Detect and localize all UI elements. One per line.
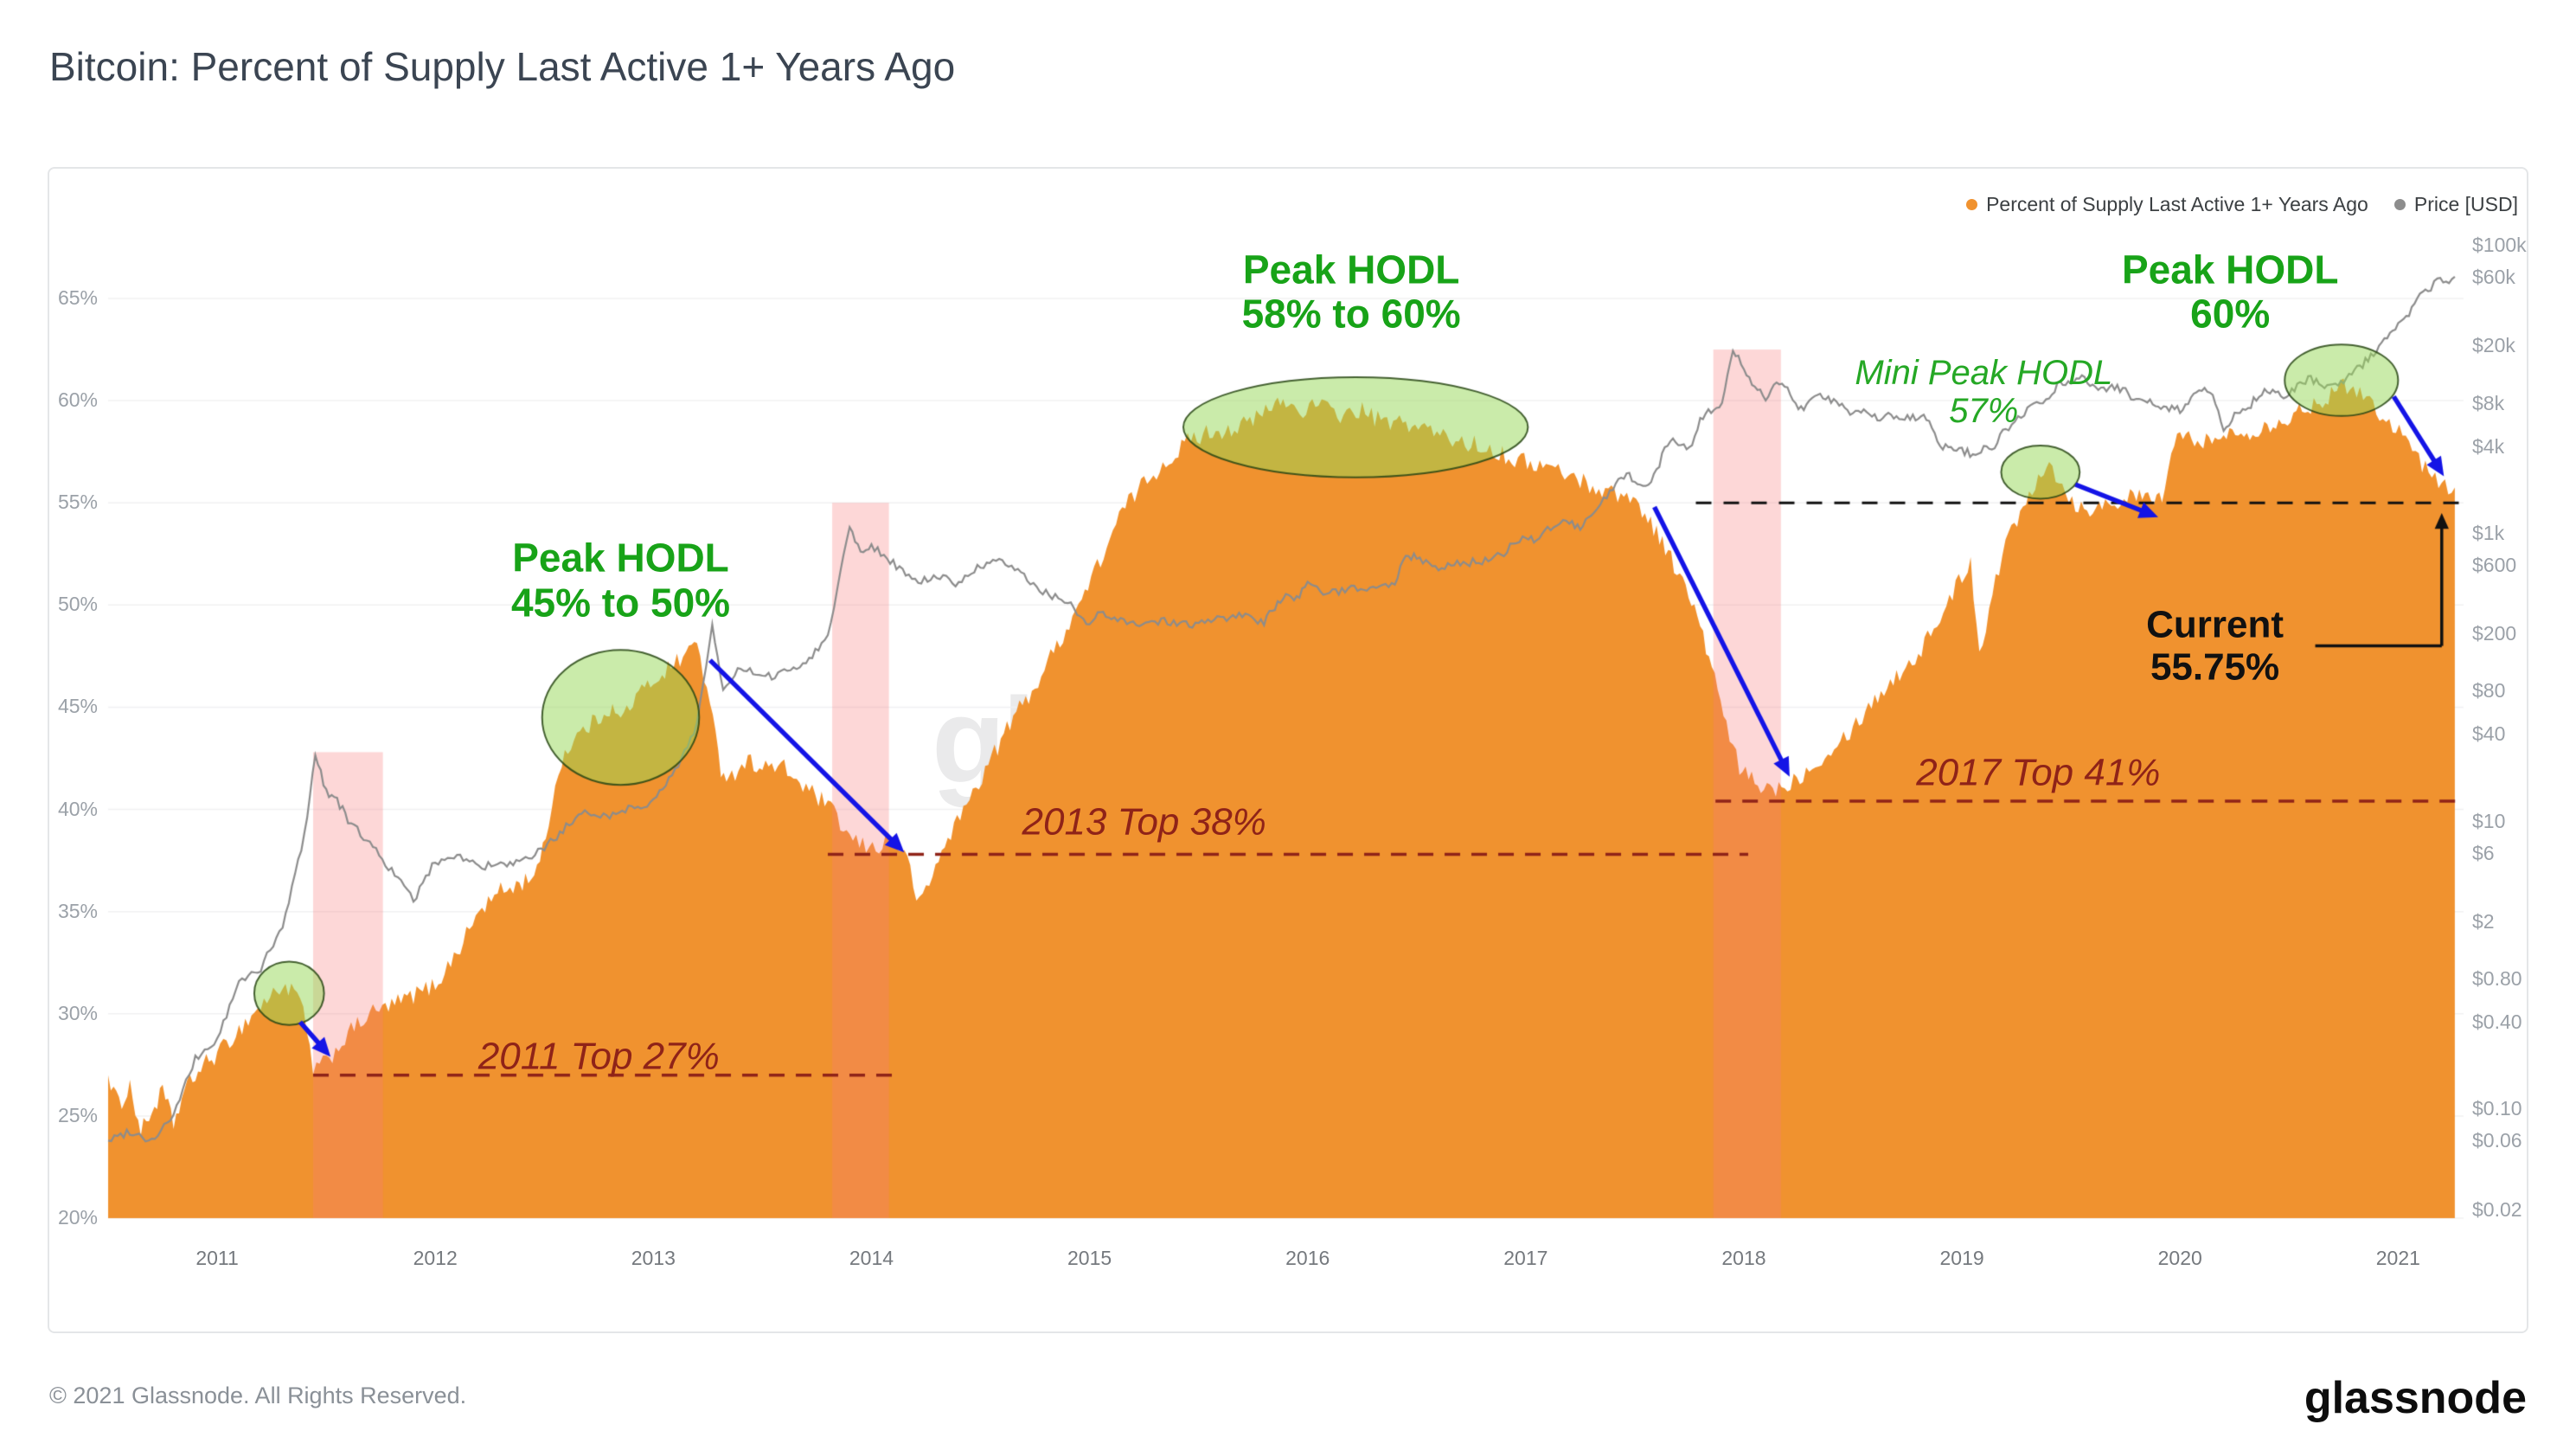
chart-card: gl 65%60%55%50%45%40%35%30%25%20%$100k$6…: [48, 167, 2528, 1333]
legend-label: Price [USD]: [2413, 193, 2518, 215]
legend-item-price[interactable]: Price [USD]: [2393, 193, 2518, 216]
chart-legend: Percent of Supply Last Active 1+ Years A…: [1966, 193, 2518, 216]
copyright-text: © 2021 Glassnode. All Rights Reserved.: [49, 1383, 467, 1408]
legend-item-hodl-supply[interactable]: Percent of Supply Last Active 1+ Years A…: [1966, 193, 2368, 216]
chart-plot-area[interactable]: [49, 169, 2527, 1331]
glassnode-logo: glassnode: [2304, 1373, 2527, 1423]
legend-dot-icon: [2393, 199, 2406, 210]
legend-label: Percent of Supply Last Active 1+ Years A…: [1986, 193, 2368, 215]
page-title: Bitcoin: Percent of Supply Last Active 1…: [49, 44, 956, 89]
legend-dot-icon: [1966, 199, 1978, 210]
